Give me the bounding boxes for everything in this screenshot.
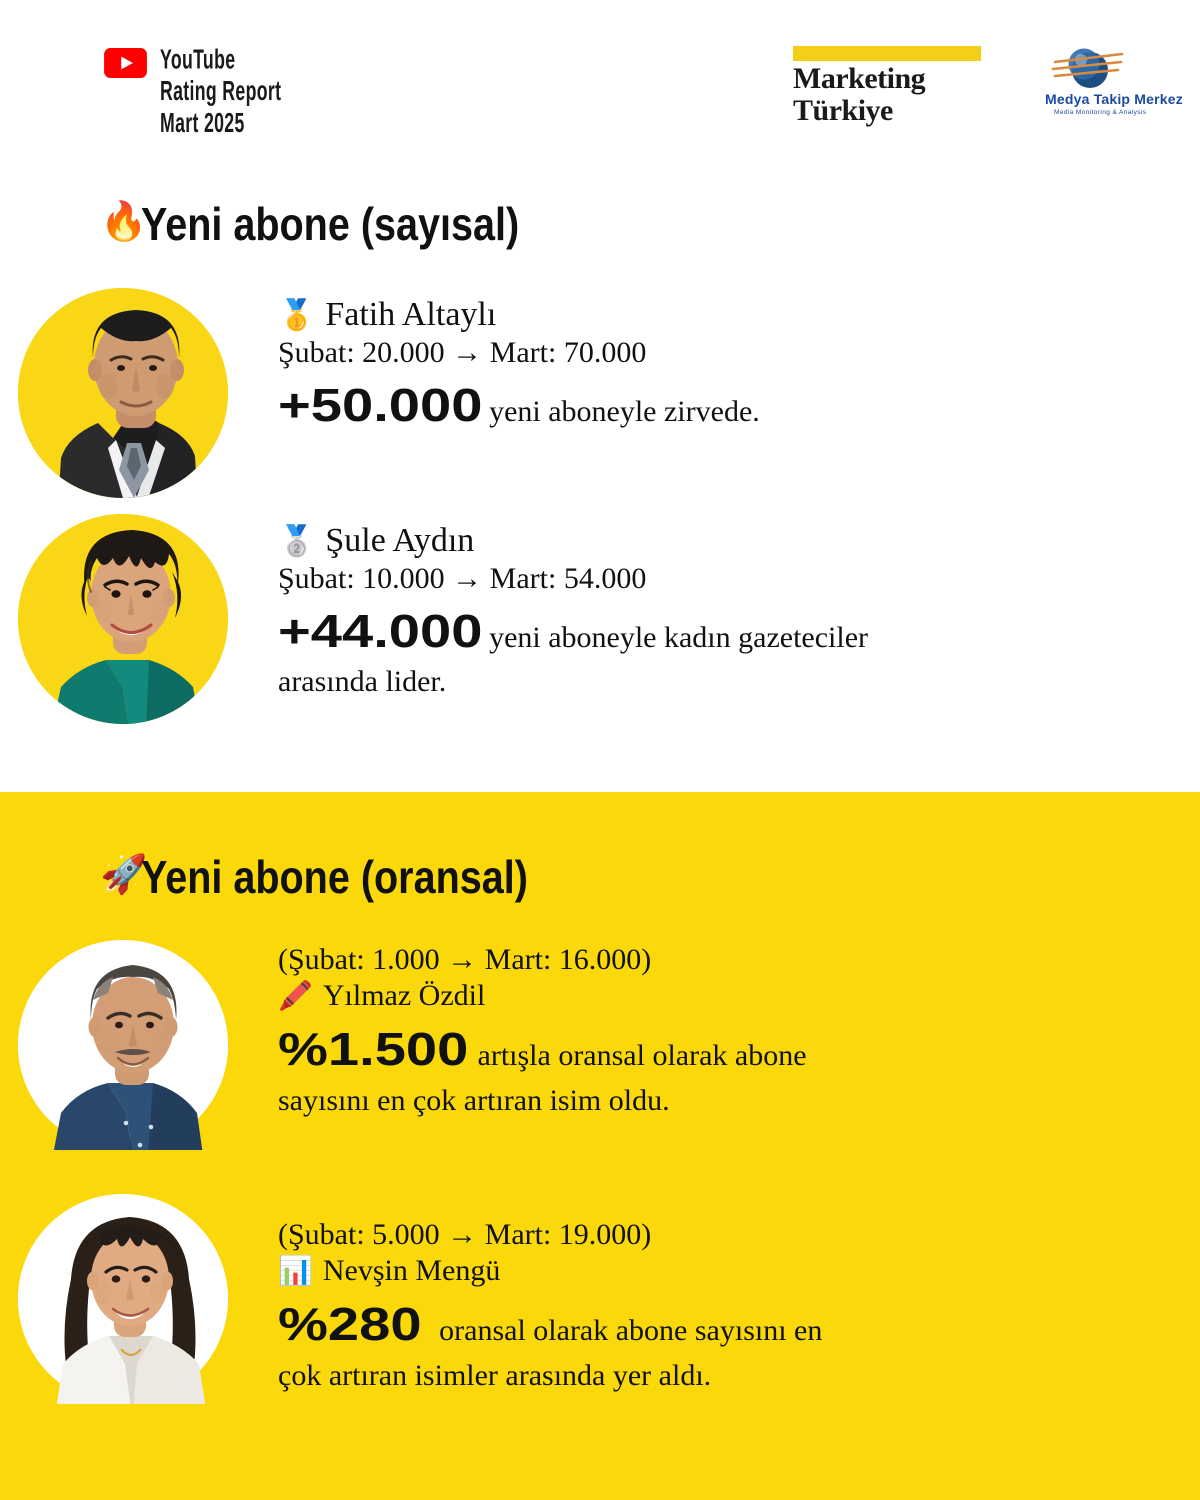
- svg-text:Media Monitoring & Analysis: Media Monitoring & Analysis: [1054, 109, 1147, 116]
- svg-text:Medya Takip Merkezi: Medya Takip Merkezi: [1045, 91, 1182, 107]
